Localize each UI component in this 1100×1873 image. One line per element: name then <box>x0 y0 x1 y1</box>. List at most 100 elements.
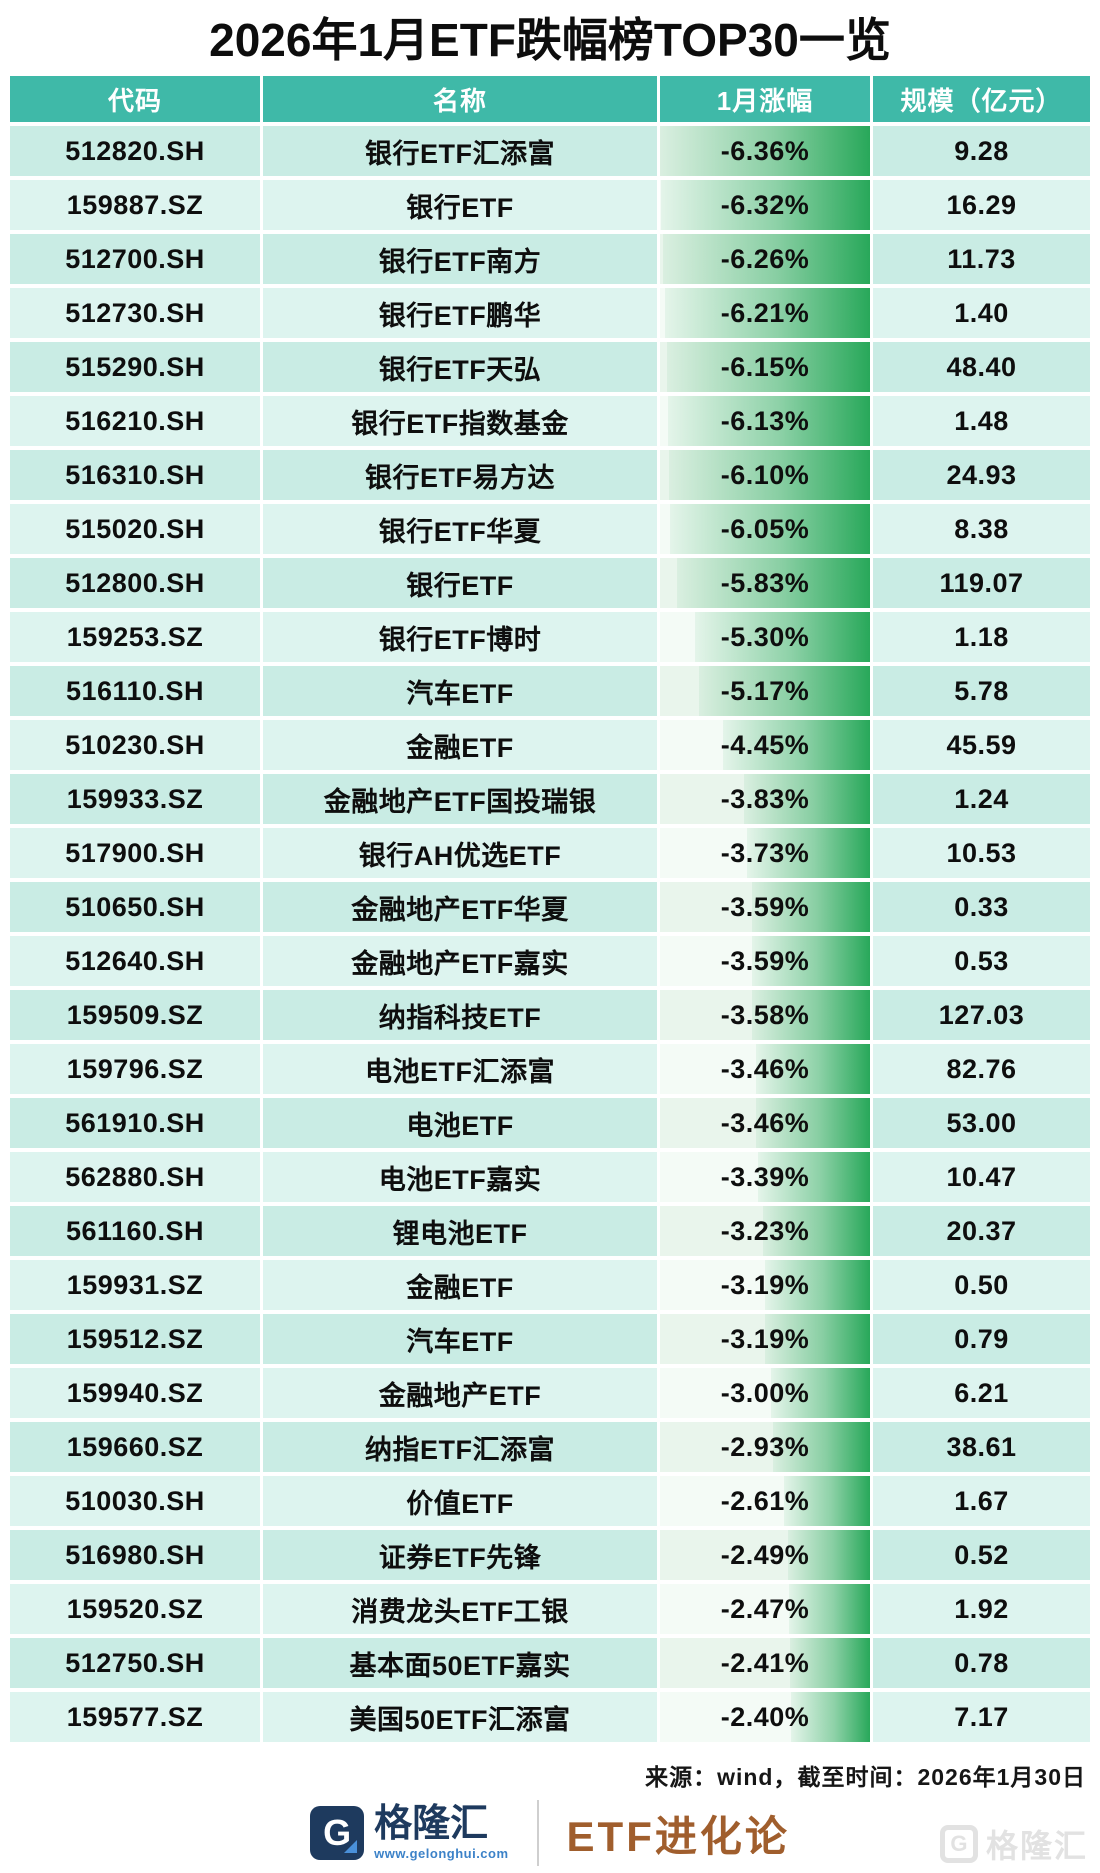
etf-scale-cell: 0.53 <box>873 936 1090 987</box>
etf-scale-cell: 119.07 <box>873 558 1090 609</box>
watermark-logo-icon: G <box>939 1825 978 1863</box>
change-data-bar <box>695 612 870 663</box>
table-row: 159660.SZ 纳指ETF汇添富 -2.93% 38.61 <box>10 1422 1090 1473</box>
etf-change-cell: -3.58% <box>660 990 870 1041</box>
etf-code-cell: 510030.SH <box>10 1476 260 1527</box>
etf-change-value: -3.46% <box>720 1107 810 1138</box>
etf-name-cell: 银行ETF汇添富 <box>263 126 657 177</box>
etf-name-cell: 银行ETF指数基金 <box>263 396 657 447</box>
etf-name-cell: 汽车ETF <box>263 1314 657 1365</box>
change-data-bar <box>661 180 870 231</box>
etf-scale-cell: 16.29 <box>873 180 1090 231</box>
etf-code-cell: 159520.SZ <box>10 1584 260 1635</box>
etf-scale-cell: 53.00 <box>873 1098 1090 1149</box>
etf-change-value: -6.05% <box>720 513 810 544</box>
etf-name-cell: 电池ETF <box>263 1098 657 1149</box>
etf-code-cell: 516310.SH <box>10 450 260 501</box>
etf-change-cell: -5.83% <box>660 558 870 609</box>
change-data-bar <box>665 288 870 339</box>
change-data-bar <box>770 1368 870 1419</box>
change-data-bar <box>670 504 870 555</box>
etf-code-cell: 512730.SH <box>10 288 260 339</box>
logo-url: www.gelonghui.com <box>374 1846 509 1862</box>
etf-code-cell: 512750.SH <box>10 1638 260 1689</box>
watermark-text: 格隆汇 <box>985 1828 1088 1864</box>
etf-change-cell: -3.39% <box>660 1152 870 1203</box>
etf-change-value: -3.19% <box>720 1269 810 1300</box>
table-row: 510230.SH 金融ETF -4.45% 45.59 <box>10 720 1090 771</box>
etf-scale-cell: 11.73 <box>873 234 1090 285</box>
etf-code-cell: 516980.SH <box>10 1530 260 1581</box>
etf-code-cell: 510650.SH <box>10 882 260 933</box>
etf-name-cell: 金融ETF <box>263 720 657 771</box>
etf-change-cell: -3.59% <box>660 882 870 933</box>
change-data-bar <box>699 666 870 717</box>
change-data-bar <box>743 774 870 825</box>
etf-change-value: -3.00% <box>720 1377 810 1408</box>
etf-change-cell: -2.93% <box>660 1422 870 1473</box>
column-header-scale: 规模（亿元） <box>873 76 1090 123</box>
change-data-bar <box>723 720 870 771</box>
etf-change-value: -3.23% <box>720 1215 810 1246</box>
etf-change-cell: -3.23% <box>660 1206 870 1257</box>
etf-change-value: -5.83% <box>720 567 810 598</box>
etf-change-cell: -6.05% <box>660 504 870 555</box>
etf-change-value: -4.45% <box>720 729 810 760</box>
etf-change-value: -6.32% <box>720 189 810 220</box>
etf-change-cell: -6.21% <box>660 288 870 339</box>
change-data-bar <box>663 234 870 285</box>
etf-scale-cell: 9.28 <box>873 126 1090 177</box>
etf-name-cell: 银行ETF天弘 <box>263 342 657 393</box>
etf-change-cell: -3.83% <box>660 774 870 825</box>
etf-change-cell: -2.47% <box>660 1584 870 1635</box>
change-data-bar <box>746 828 870 879</box>
etf-name-cell: 银行ETF南方 <box>263 234 657 285</box>
etf-change-cell: -6.36% <box>660 126 870 177</box>
etf-scale-cell: 38.61 <box>873 1422 1090 1473</box>
etf-name-cell: 纳指ETF汇添富 <box>263 1422 657 1473</box>
etf-scale-cell: 1.24 <box>873 774 1090 825</box>
page-title: 2026年1月ETF跌幅榜TOP30一览 <box>209 14 891 66</box>
change-data-bar <box>755 1098 870 1149</box>
etf-change-cell: -3.73% <box>660 828 870 879</box>
channel-name: ETF进化论 <box>566 1812 790 1860</box>
etf-name-cell: 电池ETF汇添富 <box>263 1044 657 1095</box>
change-data-bar <box>787 1530 870 1581</box>
etf-change-cell: -4.45% <box>660 720 870 771</box>
table-row: 512820.SH 银行ETF汇添富 -6.36% 9.28 <box>10 126 1090 177</box>
etf-change-value: -2.61% <box>720 1485 810 1516</box>
etf-scale-cell: 82.76 <box>873 1044 1090 1095</box>
etf-scale-cell: 0.33 <box>873 882 1090 933</box>
table-row: 159520.SZ 消费龙头ETF工银 -2.47% 1.92 <box>10 1584 1090 1635</box>
table-row: 512640.SH 金融地产ETF嘉实 -3.59% 0.53 <box>10 936 1090 987</box>
etf-code-cell: 159512.SZ <box>10 1314 260 1365</box>
table-row: 512730.SH 银行ETF鹏华 -6.21% 1.40 <box>10 288 1090 339</box>
etf-change-cell: -6.15% <box>660 342 870 393</box>
etf-name-cell: 纳指科技ETF <box>263 990 657 1041</box>
etf-change-cell: -3.00% <box>660 1368 870 1419</box>
column-header-change: 1月涨幅 <box>660 76 870 123</box>
change-data-bar <box>666 342 870 393</box>
table-row: 512800.SH 银行ETF -5.83% 119.07 <box>10 558 1090 609</box>
table-row: 516310.SH 银行ETF易方达 -6.10% 24.93 <box>10 450 1090 501</box>
table-row: 159253.SZ 银行ETF博时 -5.30% 1.18 <box>10 612 1090 663</box>
etf-scale-cell: 1.40 <box>873 288 1090 339</box>
etf-scale-cell: 5.78 <box>873 666 1090 717</box>
etf-change-cell: -2.41% <box>660 1638 870 1689</box>
etf-name-cell: 银行AH优选ETF <box>263 828 657 879</box>
etf-scale-cell: 0.78 <box>873 1638 1090 1689</box>
etf-change-value: -5.30% <box>720 621 810 652</box>
etf-decline-table: 代码 名称 1月涨幅 规模（亿元） 512820.SH 银行ETF汇添富 -6.… <box>10 76 1090 1743</box>
etf-name-cell: 消费龙头ETF工银 <box>263 1584 657 1635</box>
change-data-bar <box>751 990 870 1041</box>
table-row: 159512.SZ 汽车ETF -3.19% 0.79 <box>10 1314 1090 1365</box>
column-header-code: 代码 <box>10 76 260 123</box>
etf-code-cell: 515020.SH <box>10 504 260 555</box>
etf-change-cell: -2.61% <box>660 1476 870 1527</box>
table-row: 159940.SZ 金融地产ETF -3.00% 6.21 <box>10 1368 1090 1419</box>
etf-code-cell: 159940.SZ <box>10 1368 260 1419</box>
etf-change-value: -6.26% <box>720 243 810 274</box>
etf-code-cell: 159931.SZ <box>10 1260 260 1311</box>
etf-name-cell: 电池ETF嘉实 <box>263 1152 657 1203</box>
change-data-bar <box>677 558 870 609</box>
